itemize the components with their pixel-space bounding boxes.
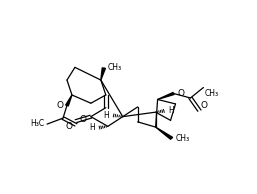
Text: O: O	[56, 101, 63, 110]
Text: O: O	[200, 101, 207, 110]
Polygon shape	[158, 93, 174, 100]
Text: CH₃: CH₃	[175, 134, 189, 143]
Text: H₃C: H₃C	[30, 119, 44, 128]
Text: O: O	[177, 89, 184, 98]
Text: H: H	[168, 106, 174, 115]
Polygon shape	[66, 95, 72, 106]
Polygon shape	[155, 127, 173, 139]
Text: O: O	[79, 115, 87, 124]
Text: O: O	[65, 122, 72, 131]
Text: CH₃: CH₃	[107, 63, 122, 72]
Text: CH₃: CH₃	[204, 89, 218, 98]
Polygon shape	[101, 68, 105, 80]
Text: H: H	[103, 111, 109, 120]
Text: H: H	[90, 123, 95, 132]
